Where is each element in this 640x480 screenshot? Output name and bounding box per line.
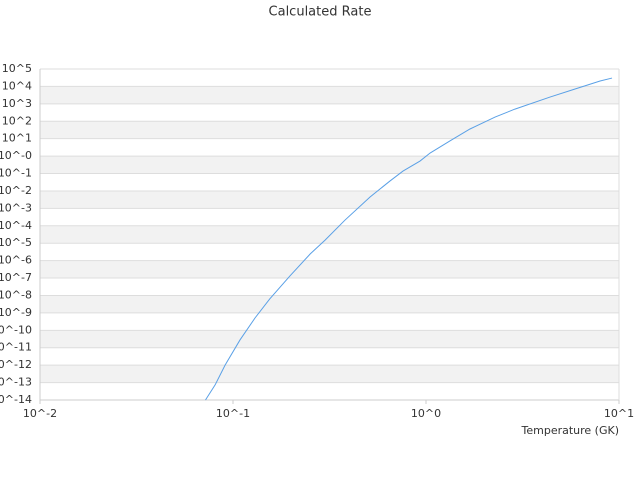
y-tick-label: 10^-6 (0, 254, 32, 267)
y-tick-label: 10^-9 (0, 306, 32, 319)
y-tick-label: 10^2 (2, 114, 32, 127)
y-tick-label: 10^-8 (0, 288, 32, 301)
grid-band (40, 365, 619, 383)
y-tick-label: 10^-3 (0, 201, 32, 214)
grid-band (40, 330, 619, 348)
x-tick-label: 10^-2 (23, 407, 57, 420)
y-tick-label: 10^-5 (0, 236, 32, 249)
y-tick-label: 10^5 (2, 62, 32, 75)
y-tick-label: 10^-10 (0, 323, 32, 336)
y-tick-label: 10^-12 (0, 358, 32, 371)
y-tick-label: 10^-13 (0, 376, 32, 389)
y-tick-label: 10^-11 (0, 341, 32, 354)
x-tick-label: 10^0 (411, 407, 441, 420)
y-tick-label: 10^-1 (0, 167, 32, 180)
x-tick-label: 10^-1 (216, 407, 250, 420)
y-tick-label: 10^-0 (0, 149, 32, 162)
y-tick-label: 10^-4 (0, 219, 32, 232)
y-tick-label: 10^3 (2, 97, 32, 110)
y-tick-label: 10^4 (2, 79, 32, 92)
grid-band (40, 295, 619, 313)
chart-title: Calculated Rate (269, 5, 372, 20)
grid-band (40, 190, 619, 209)
x-axis-label: Temperature (GK) (521, 424, 620, 437)
grid-band (40, 260, 619, 279)
x-tick-label: 10^1 (604, 407, 634, 420)
data-line (205, 77, 613, 401)
y-tick-label: 10^-2 (0, 184, 32, 197)
grid-band (40, 225, 619, 244)
y-tick-label: 10^1 (2, 132, 32, 145)
y-tick-label: 10^-7 (0, 271, 32, 284)
grid-band (40, 86, 619, 104)
grid-band (40, 121, 619, 139)
y-tick-label: 10^-14 (0, 393, 32, 406)
grid-band (40, 156, 619, 174)
